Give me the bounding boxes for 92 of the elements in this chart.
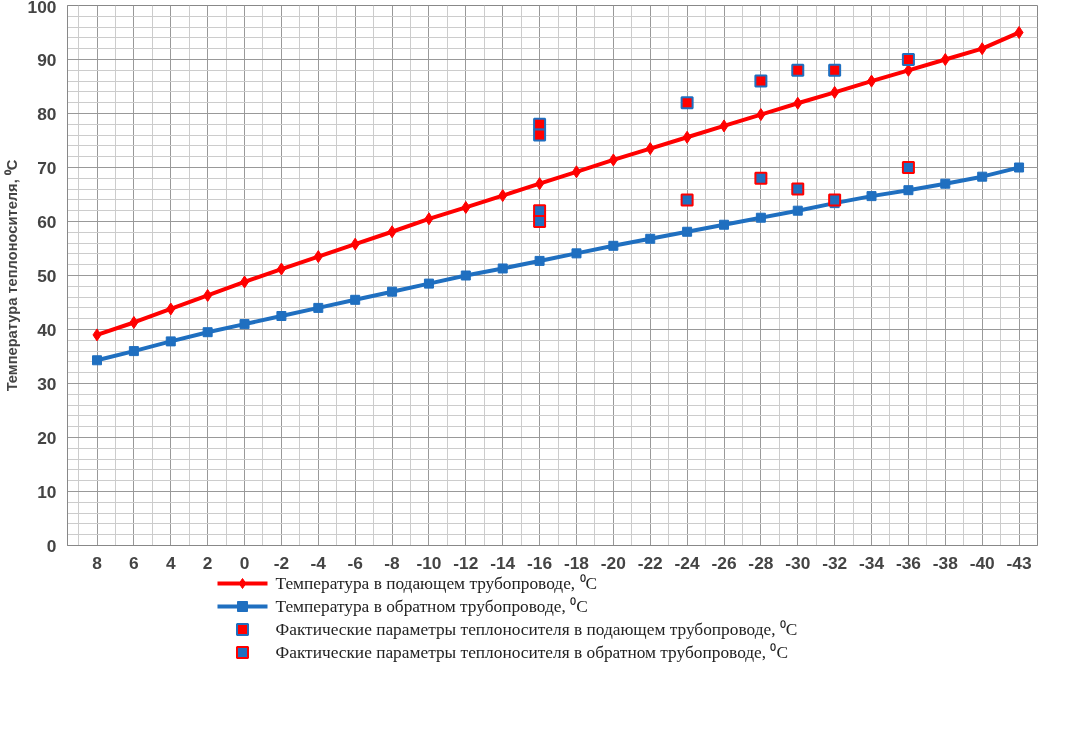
point <box>166 302 176 316</box>
x-tick-label: -20 <box>600 552 626 573</box>
x-tick-label: 4 <box>165 552 176 573</box>
point <box>350 294 361 305</box>
y-tick-label: 30 <box>37 373 57 394</box>
point <box>903 185 914 196</box>
point <box>1014 162 1025 173</box>
legend-label: Температура в обратном трубопроводе, ⁰C <box>275 597 588 616</box>
x-tick-label: 6 <box>129 552 140 573</box>
point <box>460 270 471 281</box>
point <box>940 53 950 66</box>
y-tick-label: 20 <box>37 427 57 448</box>
point <box>867 74 877 88</box>
x-tick-label: -43 <box>1006 552 1032 573</box>
point <box>571 248 582 259</box>
point <box>387 225 397 239</box>
y-tick-label: 60 <box>37 211 57 232</box>
point <box>608 153 618 167</box>
point <box>239 319 250 330</box>
point <box>240 275 250 289</box>
y-axis-title: Температура теплоносителя, ⁰C <box>3 159 20 392</box>
x-tick-label: -36 <box>895 552 922 573</box>
point <box>719 119 729 133</box>
x-tick-label: -18 <box>563 552 590 573</box>
y-tick-label: 80 <box>37 103 57 124</box>
x-tick-label: -2 <box>273 552 290 573</box>
point <box>866 191 877 202</box>
point <box>535 177 545 191</box>
x-tick-label: 8 <box>92 552 103 573</box>
point <box>350 237 360 251</box>
y-tick-label: 0 <box>46 535 57 556</box>
point <box>128 346 139 357</box>
point <box>276 262 286 276</box>
point <box>424 212 434 226</box>
point <box>645 142 655 156</box>
point <box>682 226 693 237</box>
point <box>645 233 656 244</box>
x-tick-label: -26 <box>711 552 737 573</box>
point <box>940 178 951 189</box>
point <box>793 96 803 110</box>
x-tick-label: 2 <box>202 552 213 573</box>
point <box>719 219 729 230</box>
point <box>203 288 213 302</box>
point <box>608 240 619 251</box>
x-tick-label: -34 <box>859 552 885 573</box>
x-tick-label: -12 <box>453 552 479 573</box>
point <box>977 42 987 56</box>
y-tick-label: 10 <box>37 481 57 502</box>
x-tick-label: -30 <box>785 552 811 573</box>
point <box>792 205 803 216</box>
x-tick-label: -16 <box>527 552 553 573</box>
x-tick-label: 0 <box>239 552 250 573</box>
x-tick-label: -14 <box>490 552 516 573</box>
point <box>498 189 508 203</box>
legend-label: Фактические параметры теплоносителя в обратном трубопроводе, ⁰C <box>275 643 789 662</box>
x-tick-label: -8 <box>384 552 401 573</box>
point <box>92 328 102 342</box>
x-tick-label: -32 <box>822 552 848 573</box>
point <box>387 286 398 297</box>
x-tick-label: -40 <box>969 552 995 573</box>
point <box>755 212 766 223</box>
point <box>756 108 766 122</box>
x-tick-label: -4 <box>310 552 327 573</box>
x-tick-label: -28 <box>748 552 774 573</box>
point <box>313 250 323 264</box>
point <box>977 171 988 182</box>
point <box>461 200 471 214</box>
y-tick-label: 70 <box>37 157 57 178</box>
x-tick-label: -38 <box>932 552 959 573</box>
point <box>1014 26 1024 39</box>
point <box>682 130 692 144</box>
x-tick-label: -22 <box>637 552 663 573</box>
point <box>423 278 434 289</box>
point <box>129 315 139 329</box>
point <box>497 263 508 274</box>
legend-label: Температура в подающем трубопроводе, ⁰C <box>275 574 598 593</box>
point <box>571 165 581 179</box>
point <box>202 327 213 338</box>
point <box>276 311 287 321</box>
y-tick-label: 50 <box>37 265 57 286</box>
point <box>92 355 103 366</box>
legend-label: Фактические параметры теплоносителя в подающем трубопроводе, ⁰C <box>275 620 798 639</box>
y-tick-label: 100 <box>27 0 57 17</box>
point <box>313 302 324 313</box>
x-tick-label: -10 <box>416 552 442 573</box>
y-tick-label: 40 <box>37 319 57 340</box>
x-tick-label: -6 <box>347 552 364 573</box>
x-tick-label: -24 <box>674 552 700 573</box>
point <box>534 255 545 266</box>
y-tick-label: 90 <box>37 49 57 70</box>
point <box>830 85 840 99</box>
point <box>165 336 176 347</box>
